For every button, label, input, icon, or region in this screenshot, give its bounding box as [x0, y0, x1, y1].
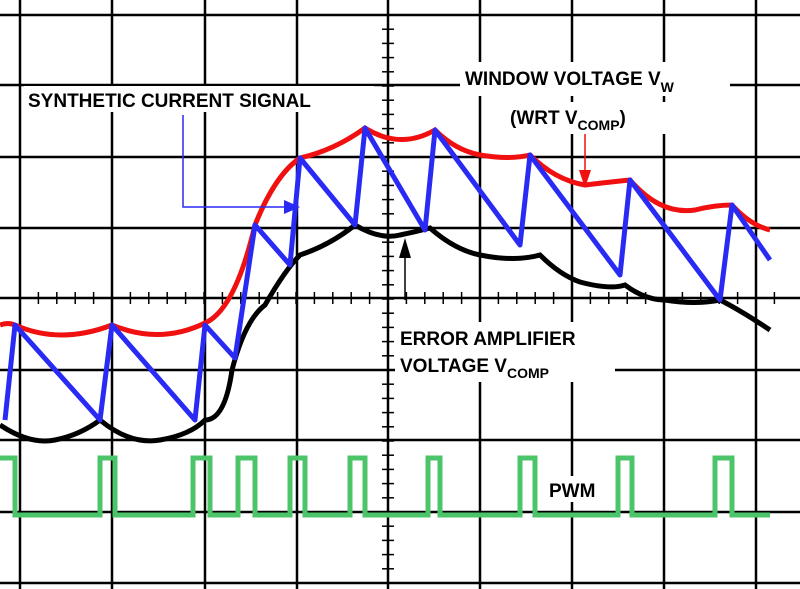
error-amplifier-trace — [0, 221, 772, 444]
label-text: WINDOW VOLTAGE V — [465, 69, 661, 90]
error-label-line2: VOLTAGE VCOMP — [400, 356, 549, 381]
window-arrowhead — [579, 170, 591, 188]
label-sub: COMP — [578, 117, 620, 133]
synthetic-arrowhead — [284, 200, 300, 214]
label-text: ) — [620, 108, 626, 129]
label-text: (WRT V — [510, 108, 578, 129]
label-bg — [545, 476, 605, 502]
error-arrowhead — [399, 238, 411, 258]
error-label-line1: ERROR AMPLIFIER — [400, 329, 576, 350]
axis-ticks — [19, 14, 776, 584]
synthetic-arrow — [182, 115, 290, 208]
label-text: VOLTAGE V — [400, 356, 507, 377]
label-bg — [395, 322, 615, 382]
window-voltage-trace — [0, 124, 771, 338]
pwm-label: PWM — [549, 481, 595, 502]
pwm-trace — [0, 455, 770, 518]
label-sub: COMP — [507, 365, 549, 381]
wrt-label: (WRT VCOMP) — [510, 108, 626, 133]
window-label: WINDOW VOLTAGE VW — [465, 69, 675, 95]
label-bg — [505, 102, 670, 134]
synthetic-current-trace — [2, 125, 773, 423]
label-sub: W — [661, 79, 675, 95]
label-bg — [460, 62, 730, 96]
synthetic-label: SYNTHETIC CURRENT SIGNAL — [28, 91, 311, 112]
label-bg — [24, 86, 374, 112]
